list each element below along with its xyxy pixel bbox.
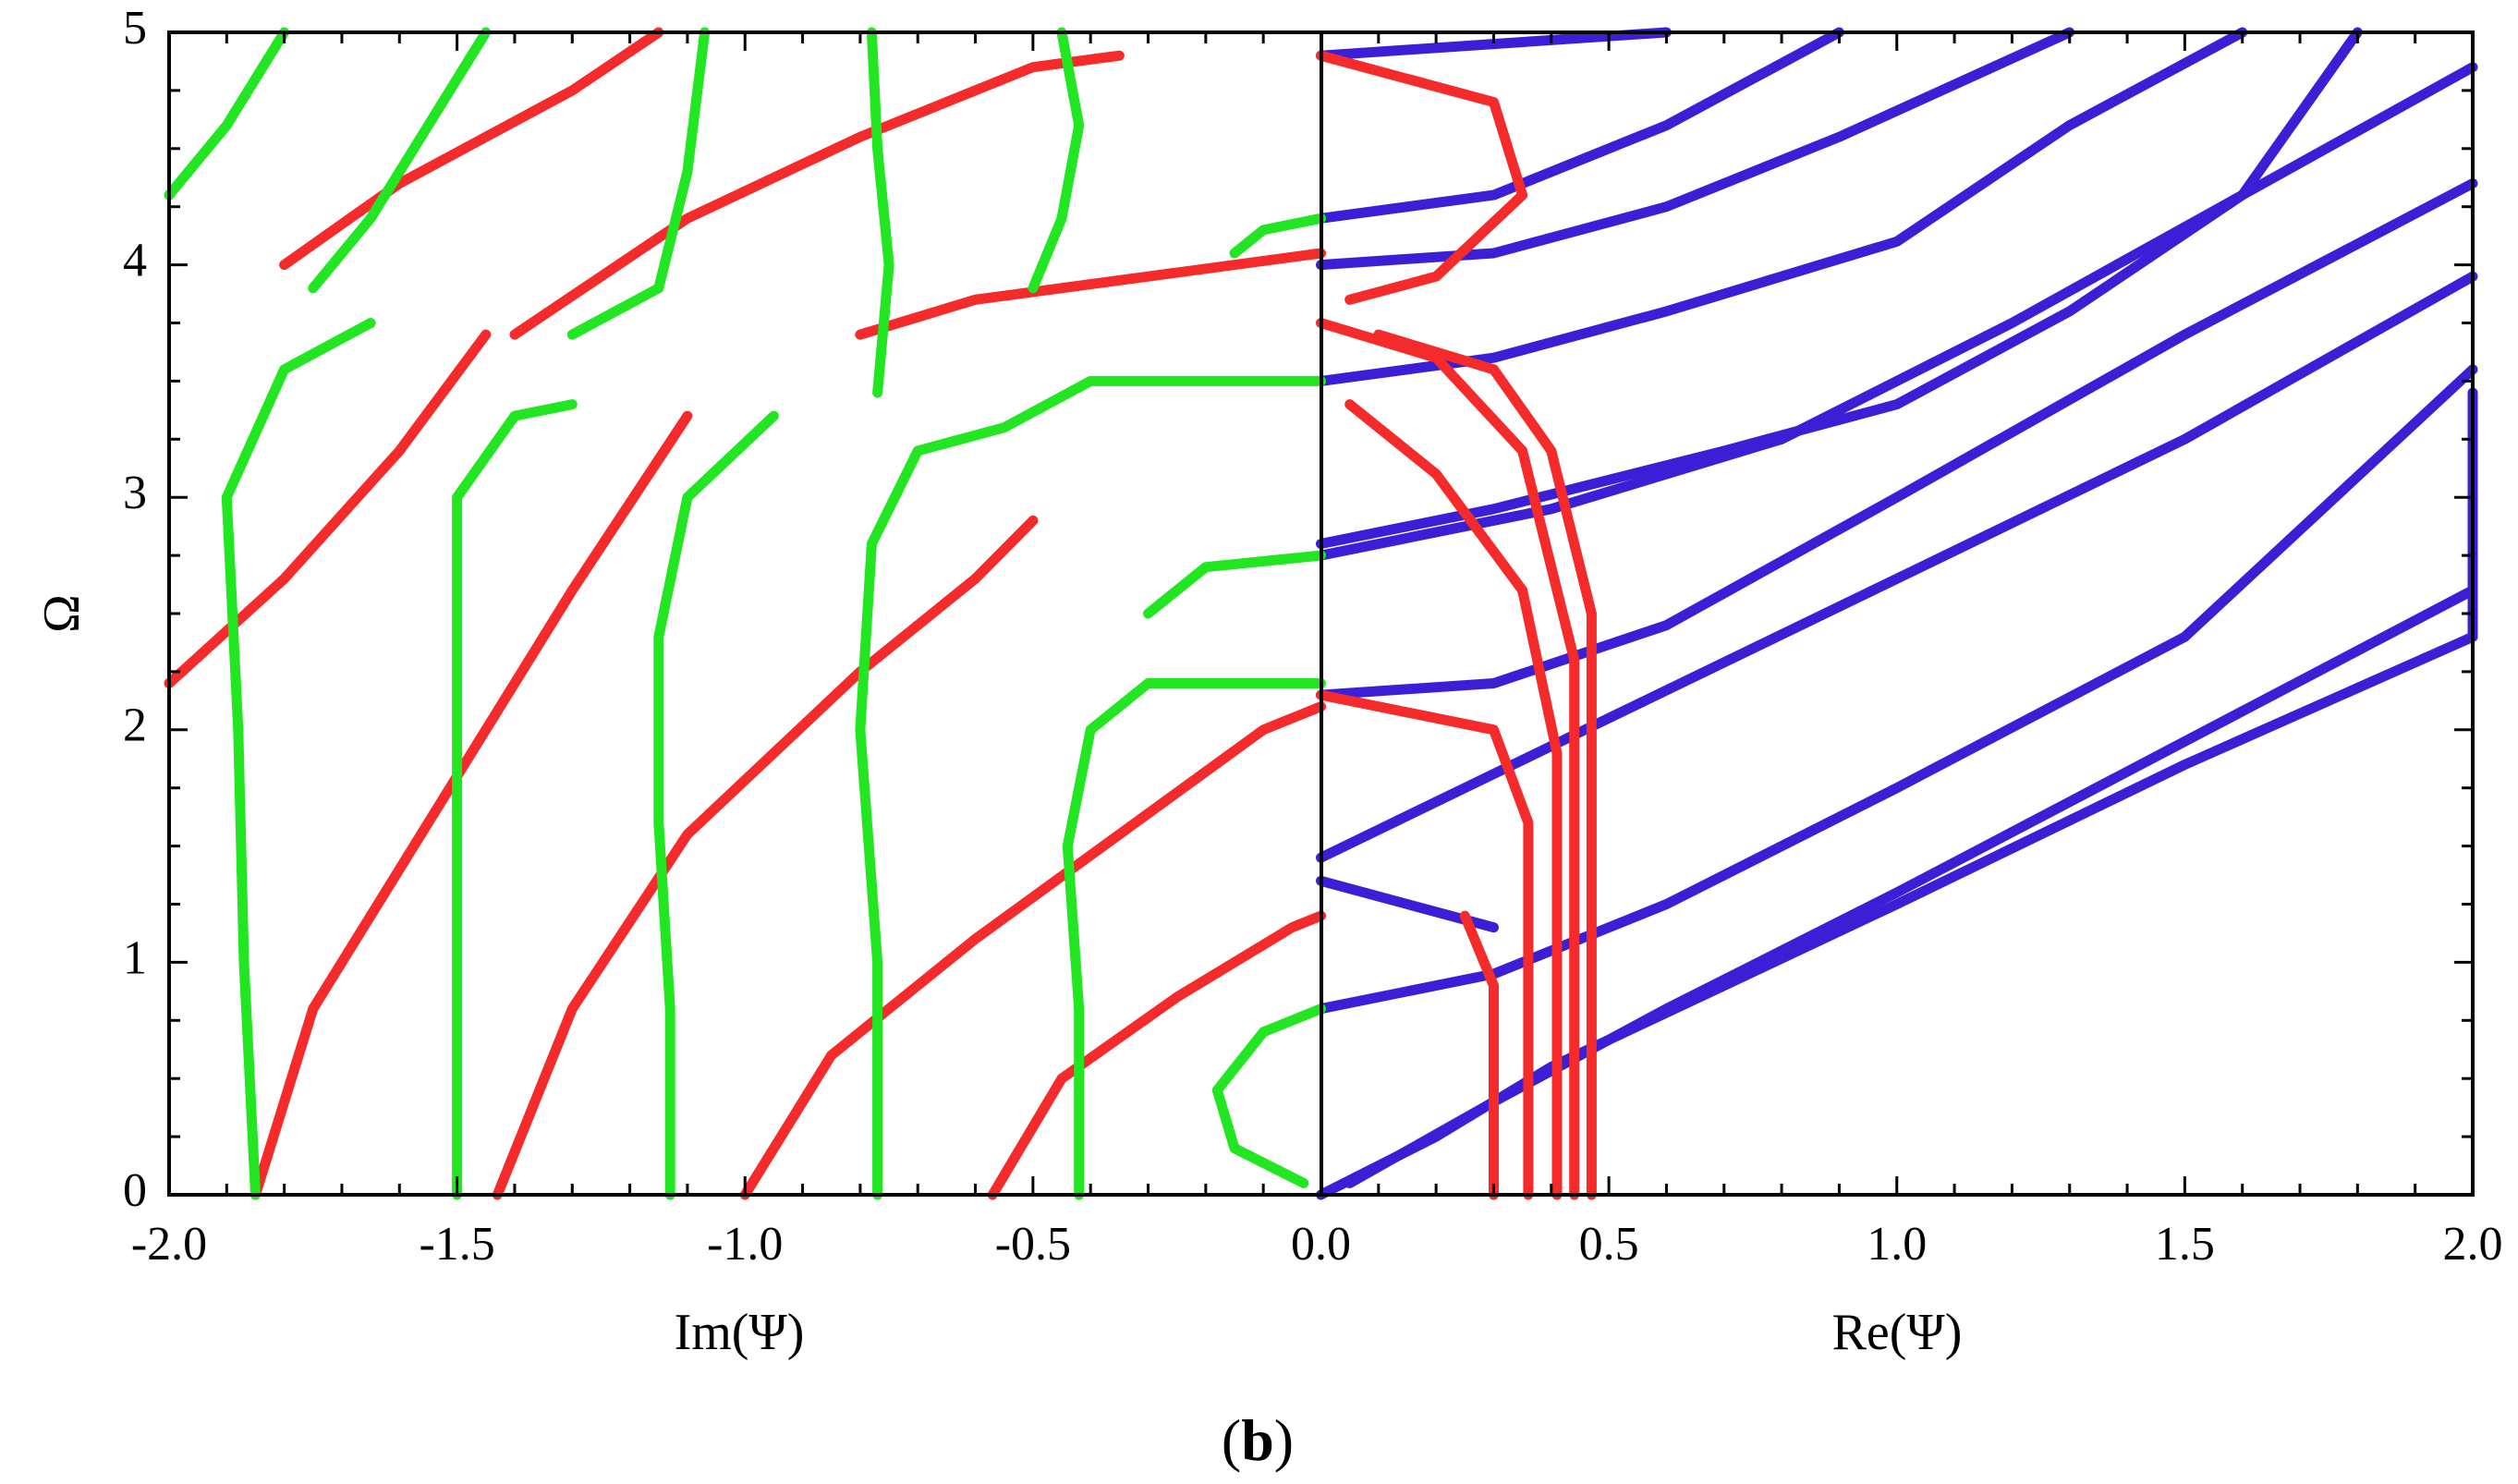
series-im-imag-8 xyxy=(308,27,492,294)
series-re-branch-9 xyxy=(1316,27,2075,271)
x-tick-label: -1.5 xyxy=(419,1218,494,1271)
y-tick-label: 2 xyxy=(123,699,147,752)
series-re-real-1 xyxy=(1459,910,1499,1200)
series-re-real-3 xyxy=(1344,399,1563,1200)
x-tick-label: 1.5 xyxy=(2155,1218,2215,1271)
series-im-imag-9 xyxy=(566,27,711,340)
series-re-real-2 xyxy=(1316,689,1534,1200)
series-im-real-3 xyxy=(739,701,1326,1200)
x-tick-label: -0.5 xyxy=(995,1218,1071,1271)
series-im-real-6 xyxy=(279,27,664,271)
x-axis-label-re: Re(Ψ) xyxy=(1832,1304,1963,1361)
series-im-imag-7 xyxy=(164,27,290,201)
series-im-imag-6 xyxy=(1211,1004,1326,1188)
series-im-real-4 xyxy=(987,910,1326,1200)
x-tick-label: -1.0 xyxy=(707,1218,783,1271)
series-im-real-2 xyxy=(492,515,1039,1200)
series-re-real-5 xyxy=(1373,329,1597,1200)
figure-caption: (b) xyxy=(1222,1407,1294,1473)
y-tick-label: 3 xyxy=(123,467,147,519)
caption-close: ) xyxy=(1274,1407,1294,1473)
y-tick-label: 0 xyxy=(123,1164,147,1217)
series-layer xyxy=(164,27,2478,1200)
series-re-real-4 xyxy=(1316,318,1580,1200)
series-re-branch-7 xyxy=(1316,27,2363,549)
series-im-imag-2 xyxy=(452,399,578,1200)
series-re-real-loop xyxy=(1316,50,1528,305)
series-im-imag-11 xyxy=(1028,27,1085,294)
y-axis-label: Ω xyxy=(33,594,91,633)
caption-letter: b xyxy=(1241,1407,1274,1473)
series-im-real-5 xyxy=(164,329,492,688)
series-im-imag-3 xyxy=(653,410,779,1200)
x-tick-label: 0.5 xyxy=(1579,1218,1639,1271)
series-re-branch-5 xyxy=(1316,178,2478,700)
series-im-real-8 xyxy=(855,248,1326,340)
series-re-branch-4 xyxy=(1316,271,2478,863)
x-axis-label-im: Im(Ψ) xyxy=(675,1304,805,1361)
y-tick-label: 4 xyxy=(123,235,147,287)
y-tick-label: 5 xyxy=(123,2,147,55)
tick-labels-layer: -2.0 -1.5 -1.0 -0.5 0.0 0.5 1.0 1.5 2.0 0 1 2 3 4 5 xyxy=(123,2,2503,1271)
series-im-imag-4 xyxy=(855,375,1326,1200)
series-im-imag-5 xyxy=(1062,678,1326,1200)
x-tick-label: 2.0 xyxy=(2443,1218,2503,1271)
caption-open: ( xyxy=(1222,1407,1241,1473)
series-im-real-7 xyxy=(509,50,1125,340)
x-tick-label: 1.0 xyxy=(1867,1218,1927,1271)
series-re-branch-10 xyxy=(1316,27,1844,224)
series-im-imag-10 xyxy=(866,27,894,398)
x-tick-label: 0.0 xyxy=(1291,1218,1351,1271)
series-im-imag-12 xyxy=(1143,550,1326,619)
series-im-imag-1 xyxy=(221,318,376,1200)
ticks-layer xyxy=(167,30,2475,1197)
y-tick-label: 1 xyxy=(123,931,147,984)
series-re-branch-3 xyxy=(1316,364,2478,1015)
series-re-branch-8 xyxy=(1316,27,2248,386)
series-im-imag-13 xyxy=(1229,213,1326,259)
x-tick-label: -2.0 xyxy=(131,1218,207,1271)
series-re-branch-6 xyxy=(1316,62,2478,561)
